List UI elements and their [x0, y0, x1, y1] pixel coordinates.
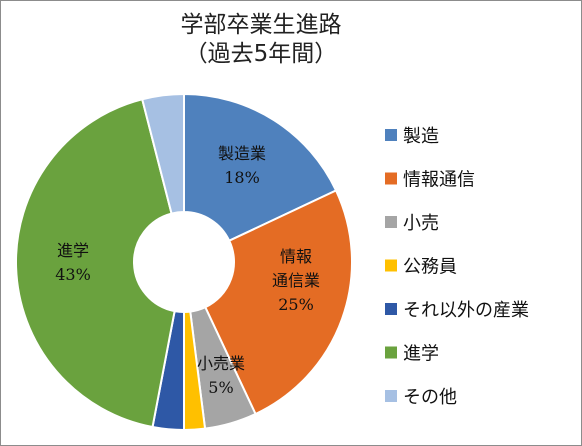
slice-category-label-5-0: 進学: [57, 241, 89, 260]
slice-category-label-2-0: 小売業: [197, 354, 245, 373]
chart-title-line-2: （過去5年間）: [185, 41, 338, 67]
donut-slice-1: [203, 189, 353, 416]
legend-label-6: その他: [403, 387, 457, 408]
legend-swatch-6: [385, 390, 397, 402]
legend-swatch-0: [385, 129, 397, 141]
slice-category-label-0-0: 製造業: [218, 144, 266, 163]
legend-label-5: 進学: [403, 344, 439, 365]
slice-value-label-1-2: 25%: [278, 295, 314, 314]
legend-label-4: それ以外の産業: [403, 300, 529, 321]
legend-label-0: 製造: [403, 126, 439, 147]
legend-swatch-4: [385, 303, 397, 315]
donut-slice-6: [141, 92, 185, 215]
chart-title-line-1: 学部卒業生進路: [181, 12, 342, 38]
slice-category-label-1-1: 通信業: [272, 271, 320, 290]
legend-swatch-1: [385, 172, 397, 185]
legend-label-1: 情報通信: [403, 170, 475, 191]
donut-slice-5: [15, 98, 176, 429]
legend-swatch-3: [385, 259, 397, 272]
legend-swatch-5: [385, 346, 397, 359]
slice-category-label-1-0: 情報: [280, 247, 312, 266]
legend-label-3: 公務員: [403, 257, 457, 278]
donut-slice-0: [183, 92, 338, 243]
slice-value-label-0-1: 18%: [224, 168, 260, 187]
legend-swatch-2: [385, 216, 397, 228]
donut-slices: [15, 92, 353, 432]
slice-value-label-5-1: 43%: [55, 265, 91, 284]
slice-value-label-2-1: 5%: [208, 378, 233, 397]
legend-label-2: 小売: [403, 213, 439, 234]
